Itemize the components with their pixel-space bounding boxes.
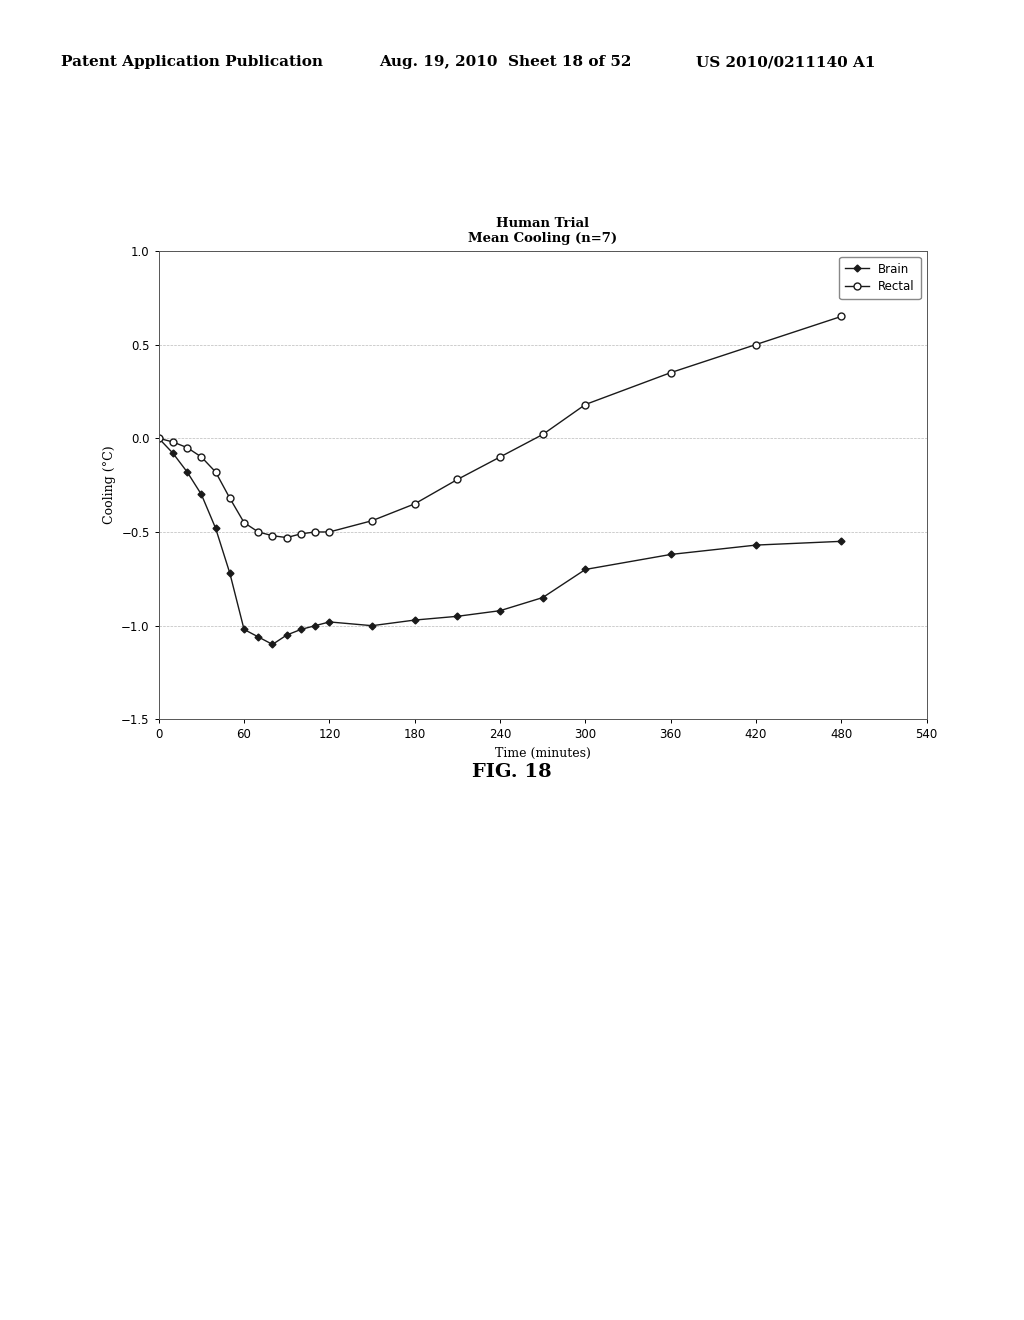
Rectal xyxy=(580,396,592,412)
Brain xyxy=(836,533,848,549)
Rectal xyxy=(665,364,677,380)
Rectal xyxy=(494,449,506,465)
Brain xyxy=(324,614,336,630)
Rectal xyxy=(324,524,336,540)
Rectal xyxy=(238,515,250,531)
Brain xyxy=(238,622,250,638)
Text: Aug. 19, 2010  Sheet 18 of 52: Aug. 19, 2010 Sheet 18 of 52 xyxy=(379,55,631,70)
Rectal xyxy=(295,525,307,541)
Rectal xyxy=(281,529,293,545)
Rectal xyxy=(181,440,194,455)
Rectal xyxy=(750,337,762,352)
Rectal xyxy=(252,524,264,540)
Rectal xyxy=(537,426,549,442)
Y-axis label: Cooling (°C): Cooling (°C) xyxy=(102,446,116,524)
Brain xyxy=(252,630,264,645)
Brain xyxy=(665,546,677,562)
Brain xyxy=(295,622,307,638)
Brain xyxy=(409,612,421,628)
Brain xyxy=(196,487,208,503)
Brain xyxy=(281,627,293,643)
Text: US 2010/0211140 A1: US 2010/0211140 A1 xyxy=(696,55,876,70)
Rectal xyxy=(266,528,279,544)
Rectal xyxy=(309,524,322,540)
Text: Patent Application Publication: Patent Application Publication xyxy=(61,55,324,70)
Brain xyxy=(309,618,322,634)
Text: FIG. 18: FIG. 18 xyxy=(472,763,552,781)
Rectal xyxy=(210,465,222,480)
Brain xyxy=(494,603,506,619)
Brain xyxy=(750,537,762,553)
Rectal xyxy=(836,309,848,325)
Rectal xyxy=(366,512,378,528)
Rectal xyxy=(196,449,208,465)
Line: Brain: Brain xyxy=(157,436,844,647)
Brain xyxy=(580,561,592,577)
Rectal xyxy=(409,496,421,512)
X-axis label: Time (minutes): Time (minutes) xyxy=(495,747,591,760)
Brain xyxy=(210,520,222,536)
Rectal xyxy=(167,434,179,450)
Brain xyxy=(167,445,179,461)
Title: Human Trial
Mean Cooling (n=7): Human Trial Mean Cooling (n=7) xyxy=(468,218,617,246)
Brain xyxy=(181,465,194,480)
Line: Rectal: Rectal xyxy=(156,313,845,541)
Brain xyxy=(223,565,236,581)
Brain xyxy=(452,609,464,624)
Rectal xyxy=(223,490,236,506)
Brain xyxy=(366,618,378,634)
Rectal xyxy=(153,430,165,446)
Legend: Brain, Rectal: Brain, Rectal xyxy=(840,256,921,300)
Brain xyxy=(266,636,279,652)
Brain xyxy=(153,430,165,446)
Rectal xyxy=(452,471,464,487)
Brain xyxy=(537,590,549,606)
